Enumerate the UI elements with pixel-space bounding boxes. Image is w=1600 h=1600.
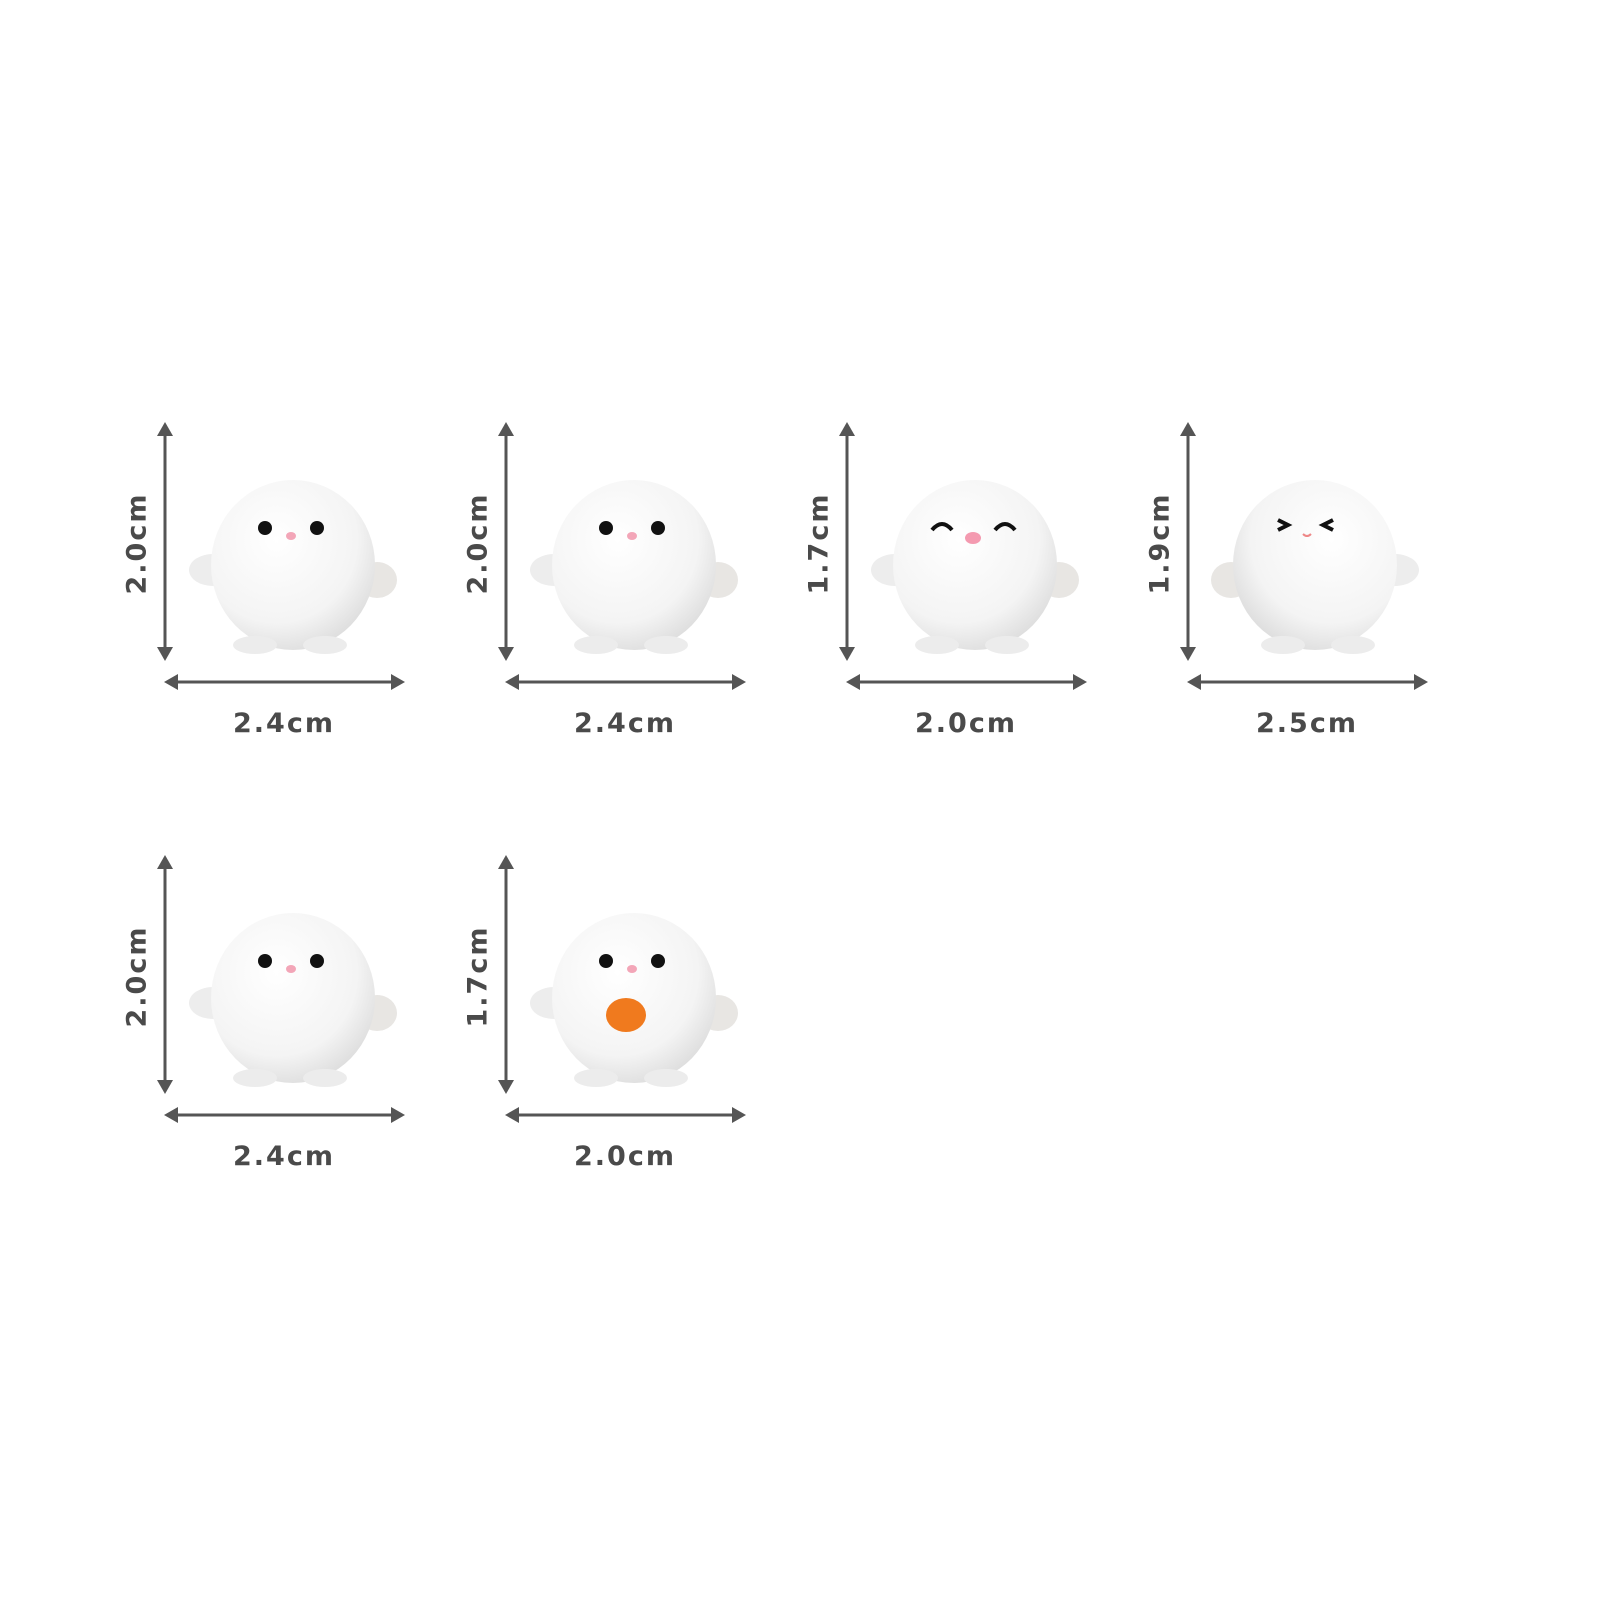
height-label: 1.7cm [462,925,494,1028]
width-label: 2.5cm [1256,708,1358,739]
eye-left [599,521,613,535]
height-label: 1.9cm [1144,492,1176,595]
body [552,480,716,650]
squint-eye-left [1318,518,1334,532]
width-label: 2.0cm [574,1141,676,1172]
ghost-figure-image [871,480,1079,654]
nose [286,965,296,973]
eye-right [651,521,665,535]
nose [627,532,637,540]
height-label: 2.0cm [121,925,153,1028]
ghost-figure-image [530,913,738,1087]
figure-cell: 2.0cm 2.4cm [110,410,430,750]
eye-right [310,521,324,535]
figure-cell: 1.7cm 2.0cm [451,843,771,1183]
width-arrow-icon [164,674,405,690]
closed-eye-left [930,522,954,532]
ghost-figure-image [189,480,397,654]
height-arrow-icon [157,855,173,1094]
eye-left [599,954,613,968]
width-label: 2.4cm [233,1141,335,1172]
width-arrow-icon [505,1107,746,1123]
eye-left [258,521,272,535]
height-label: 2.0cm [462,492,494,595]
width-label: 2.4cm [574,708,676,739]
height-arrow-icon [839,422,855,661]
eye-left [258,954,272,968]
closed-eye-right [993,522,1017,532]
figure-cell: 1.7cm 2.0cm [792,410,1112,750]
figure-cell: 1.9cm 2.5cm [1133,410,1453,750]
width-arrow-icon [505,674,746,690]
body [552,913,716,1083]
height-label: 2.0cm [121,492,153,595]
height-arrow-icon [1180,422,1196,661]
height-arrow-icon [498,422,514,661]
body [211,480,375,650]
ghost-figure-image [189,913,397,1087]
nose [627,965,637,973]
ghost-figure-image [530,480,738,654]
figure-cell: 2.0cm 2.4cm [110,843,430,1183]
eye-right [651,954,665,968]
mouth [965,532,981,544]
height-arrow-icon [157,422,173,661]
width-arrow-icon [164,1107,405,1123]
eye-right [310,954,324,968]
height-arrow-icon [498,855,514,1094]
body [1233,480,1397,650]
width-label: 2.0cm [915,708,1017,739]
height-label: 1.7cm [803,492,835,595]
width-arrow-icon [1187,674,1428,690]
squint-eye-right [1277,518,1293,532]
width-label: 2.4cm [233,708,335,739]
body [893,480,1057,650]
body [211,913,375,1083]
orange [606,998,646,1032]
width-arrow-icon [846,674,1087,690]
ghost-figure-image [1211,480,1419,654]
figure-cell: 2.0cm 2.4cm [451,410,771,750]
nose [286,532,296,540]
